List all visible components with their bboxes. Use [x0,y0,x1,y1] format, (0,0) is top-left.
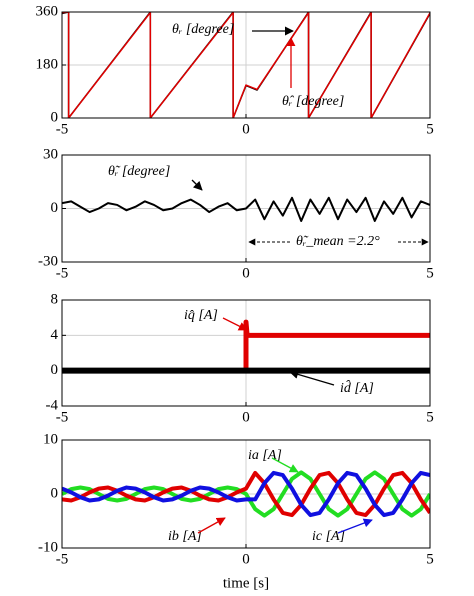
series-line [62,12,430,118]
series-label: iq̂ [A] [184,308,218,323]
y-tick-label: 10 [43,431,58,447]
series-label: id̂ [A] [340,379,374,396]
y-tick-label: 30 [43,146,58,162]
y-tick-label: 8 [51,291,59,307]
label-arrow [197,517,226,534]
series-line [62,470,430,518]
x-tick-label: 0 [242,409,250,425]
label-arrow [289,369,335,386]
series-line [62,470,430,518]
series-line [62,196,430,222]
x-tick-label: -5 [56,409,69,425]
series-label: ib [A] [168,529,202,544]
y-tick-label: -4 [46,397,59,413]
x-tick-label: -5 [56,121,69,137]
x-tick-label: -5 [56,551,69,567]
plot-frame [61,154,431,263]
y-tick-label: 180 [36,56,59,72]
plot-frame [61,299,431,407]
plot-frame [61,11,431,119]
y-tick-label: 0 [51,200,59,216]
x-tick-label: 5 [426,409,434,425]
series-label: θ̃ᵣ [degree] [108,164,170,179]
series-label: ic [A] [312,529,345,544]
series-label: θ̂ᵣ [degree] [282,94,344,109]
x-tick-label: 5 [426,265,434,281]
y-tick-label: 0 [51,485,59,501]
label-arrow [271,457,299,473]
label-arrow [337,518,373,534]
y-tick-label: 0 [51,109,59,125]
label-arrow [222,317,248,331]
series-label: θᵣ [degree] [172,22,234,37]
y-tick-label: -30 [38,253,58,269]
y-tick-label: 0 [51,362,59,378]
x-tick-label: -5 [56,265,69,281]
x-tick-label: 0 [242,551,250,567]
x-tick-label: 5 [426,551,434,567]
annotation: θ̃ᵣ_mean =2.2° [296,234,380,249]
x-tick-label: 5 [426,121,434,137]
series-line [62,470,430,518]
y-tick-label: 4 [51,327,59,343]
y-tick-label: -10 [38,539,58,555]
label-arrow [191,179,203,191]
x-tick-label: 0 [242,265,250,281]
y-tick-label: 360 [36,3,59,19]
plot-frame [61,439,431,549]
x-tick-label: 0 [242,121,250,137]
x-axis-label: time [s] [223,575,269,591]
